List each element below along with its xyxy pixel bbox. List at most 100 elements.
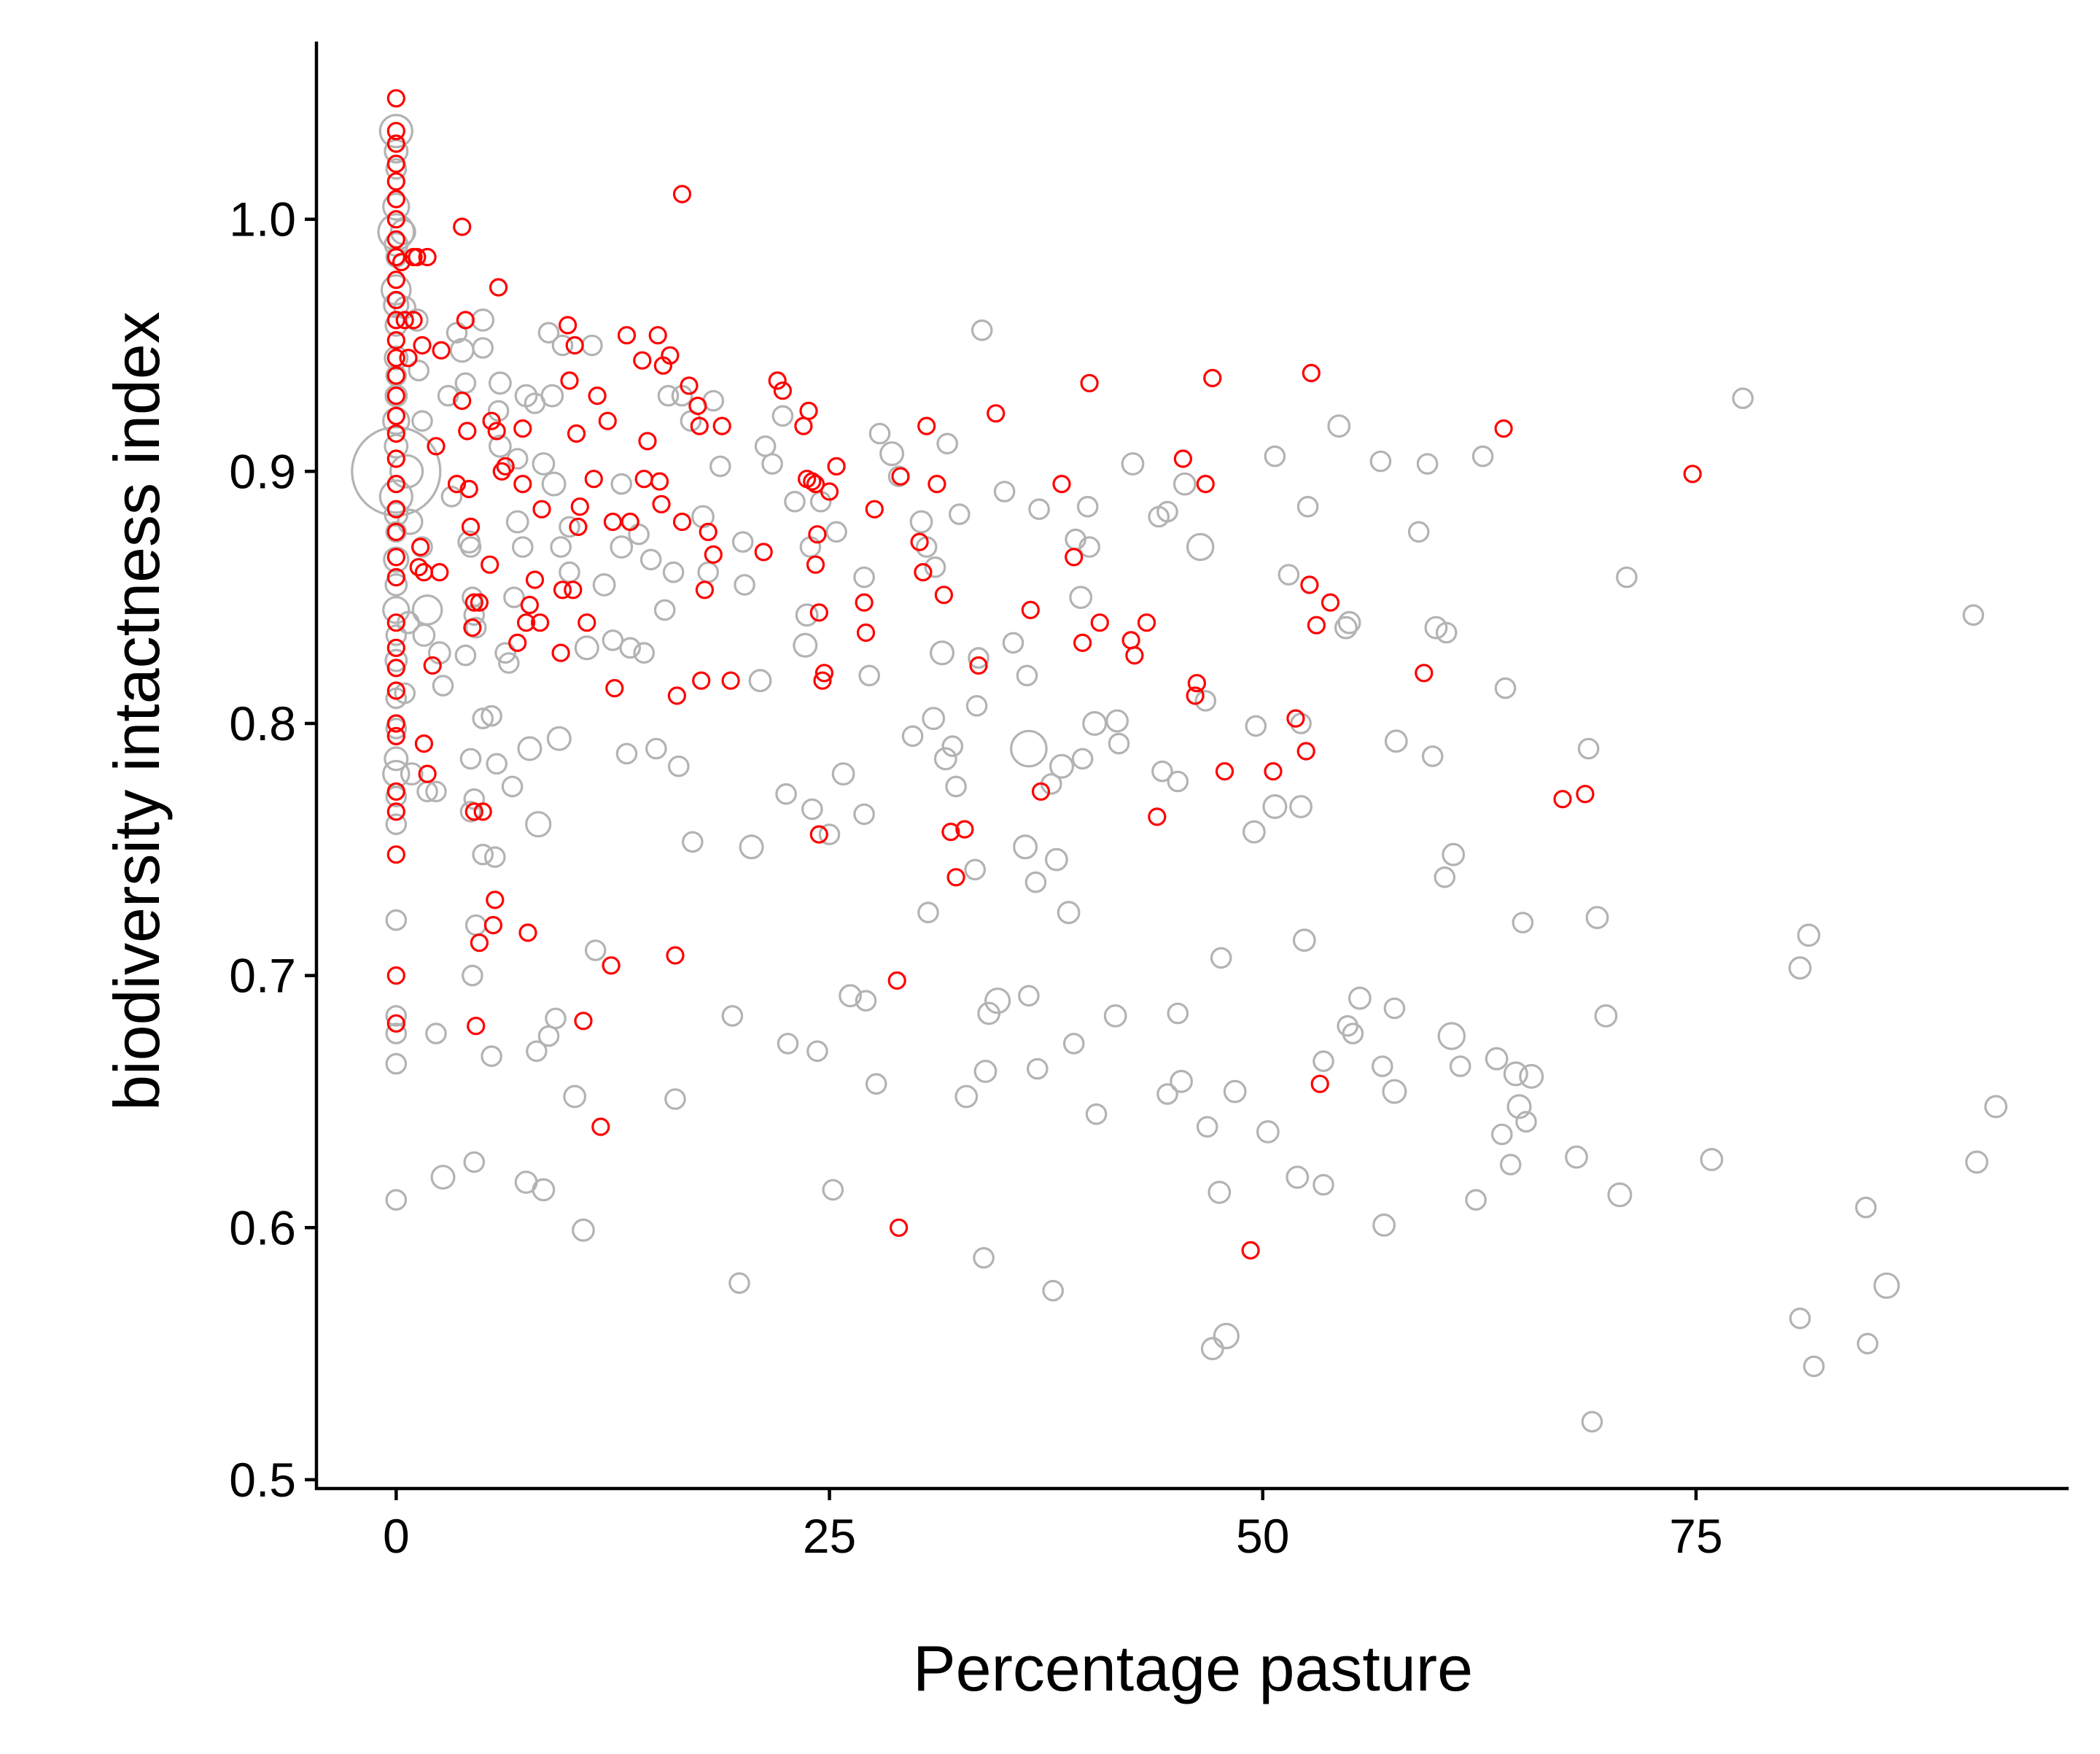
data-point — [486, 753, 508, 775]
data-point — [496, 457, 515, 476]
data-point — [712, 416, 731, 435]
data-point — [1407, 521, 1430, 543]
data-point — [657, 384, 680, 407]
data-point — [806, 474, 825, 494]
data-point — [1200, 1337, 1224, 1361]
data-point — [739, 834, 764, 860]
data-point — [384, 746, 409, 772]
data-point — [688, 396, 707, 416]
data-point — [386, 424, 405, 443]
data-point — [1435, 621, 1458, 644]
data-point — [425, 1022, 447, 1044]
data-point — [1044, 847, 1068, 872]
data-point — [1286, 1165, 1310, 1189]
data-point — [411, 538, 430, 556]
data-point — [464, 802, 483, 821]
data-point — [591, 1117, 610, 1136]
data-point — [378, 479, 413, 514]
data-point — [662, 561, 685, 583]
data-point — [1052, 474, 1071, 494]
data-point — [1494, 677, 1517, 699]
data-point — [933, 747, 957, 771]
data-point — [1042, 1279, 1064, 1302]
data-point — [472, 843, 494, 866]
data-point — [1024, 871, 1047, 893]
data-point — [584, 470, 603, 489]
data-point — [973, 1246, 995, 1269]
data-point — [540, 384, 564, 408]
data-point — [664, 1088, 686, 1110]
data-point — [418, 764, 437, 783]
data-point — [414, 734, 434, 753]
data-point — [386, 230, 405, 249]
data-point — [453, 217, 472, 236]
data-point — [825, 521, 847, 543]
data-point — [941, 735, 964, 757]
data-point — [803, 472, 822, 491]
data-point — [489, 434, 512, 458]
data-point — [399, 349, 418, 368]
data-point — [463, 618, 482, 637]
data-point — [598, 411, 617, 430]
data-point — [917, 416, 936, 435]
data-point — [748, 669, 772, 693]
data-point — [532, 500, 551, 519]
data-point — [1732, 387, 1754, 409]
data-point — [517, 736, 542, 761]
data-point — [578, 613, 596, 632]
data-point — [771, 405, 794, 427]
data-point — [794, 416, 813, 435]
data-point — [1156, 500, 1178, 523]
data-point — [453, 391, 472, 411]
data-point — [1855, 1196, 1877, 1219]
data-point — [814, 664, 834, 683]
data-point — [973, 1060, 998, 1083]
data-point — [386, 500, 405, 519]
data-point — [427, 437, 446, 456]
data-point — [1016, 664, 1038, 687]
data-point — [411, 410, 433, 432]
data-point — [1049, 753, 1074, 779]
data-point — [909, 510, 933, 534]
data-point — [351, 426, 442, 517]
points-layer — [351, 89, 2008, 1433]
data-point — [809, 825, 828, 844]
data-point — [1372, 1055, 1393, 1077]
data-point — [1553, 790, 1572, 809]
data-point — [456, 311, 475, 330]
data-point — [734, 574, 755, 596]
data-point — [1076, 495, 1099, 518]
data-point — [1856, 1332, 1879, 1355]
data-point — [1300, 575, 1319, 594]
data-point — [383, 546, 410, 573]
data-point — [917, 901, 939, 923]
data-point — [901, 725, 924, 748]
data-point — [386, 311, 405, 330]
data-point — [526, 1040, 548, 1063]
data-point — [1485, 1047, 1509, 1071]
data-point — [1125, 645, 1144, 665]
data-point — [853, 803, 875, 826]
data-point — [1797, 923, 1821, 947]
data-point — [432, 675, 454, 696]
data-point — [382, 596, 411, 624]
data-point — [386, 522, 405, 541]
data-point — [483, 915, 503, 935]
data-point — [553, 581, 572, 599]
data-point — [865, 500, 884, 519]
data-point — [386, 782, 405, 801]
data-point — [1577, 737, 1600, 760]
data-point — [605, 678, 624, 698]
data-point — [1156, 1083, 1178, 1105]
data-point — [386, 89, 405, 108]
data-point — [385, 909, 408, 931]
data-point — [559, 516, 580, 538]
data-point — [464, 616, 487, 639]
data-point — [418, 247, 437, 267]
data-point — [806, 555, 825, 574]
data-point — [941, 822, 960, 842]
data-point — [385, 1022, 408, 1044]
data-point — [868, 422, 891, 445]
data-point — [968, 647, 989, 669]
data-point — [559, 561, 580, 583]
